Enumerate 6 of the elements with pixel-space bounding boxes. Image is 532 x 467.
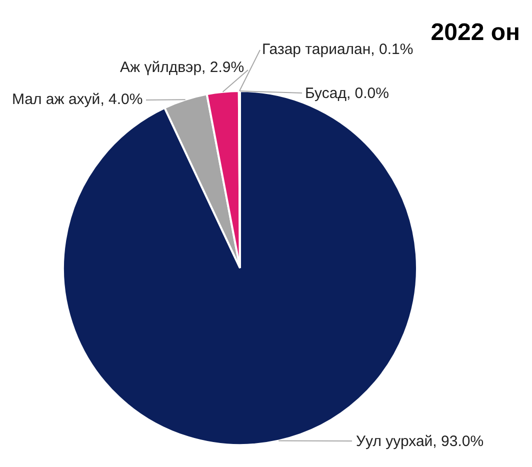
slice-label: Мал аж ахуй, 4.0% [12, 91, 143, 108]
chart-title: 2022 он [430, 19, 520, 46]
slice-label: Газар тариалан, 0.1% [262, 41, 414, 58]
slice-label: Аж үйлдвэр, 2.9% [120, 59, 244, 76]
legend-label: Бусад, 0.0% [305, 85, 389, 102]
slice-label: Уул уурхай, 93.0% [356, 433, 484, 450]
